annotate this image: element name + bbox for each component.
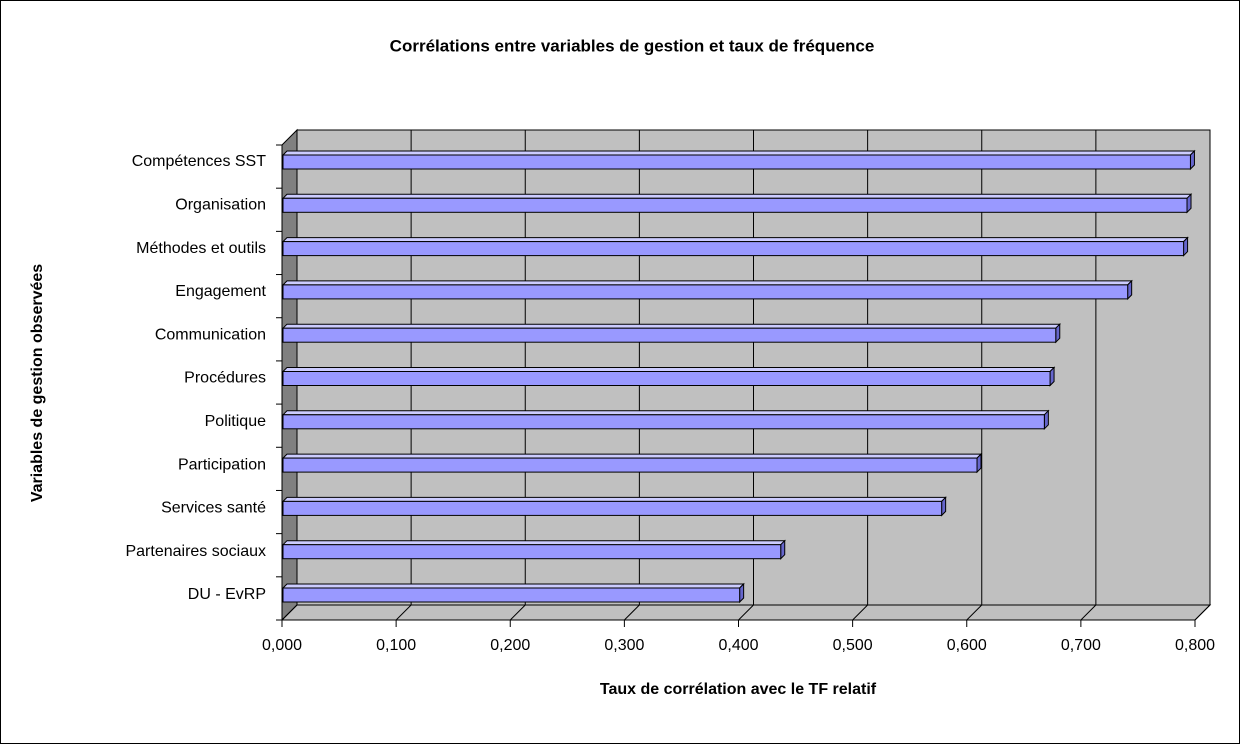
floor-grid-line — [281, 604, 298, 621]
bar-side — [976, 452, 982, 474]
bar-side — [1049, 366, 1055, 387]
bar-front — [282, 371, 1051, 386]
bar-front — [282, 457, 978, 473]
bar-top — [281, 280, 1133, 286]
chart-title: Corrélations entre variables de gestion … — [390, 36, 875, 55]
bar — [281, 279, 1133, 301]
bar — [281, 366, 1056, 387]
bar-top — [281, 583, 745, 589]
x-tick-label: 0,400 — [718, 637, 758, 654]
bar-side — [1043, 409, 1049, 431]
bar-side — [1055, 322, 1061, 344]
x-tick-label: 0,300 — [604, 637, 644, 654]
floor-grid-line — [1194, 604, 1211, 621]
bar-side — [1183, 236, 1189, 257]
y-tick-label: Participation — [178, 456, 266, 473]
bar — [281, 582, 745, 604]
bar-top — [281, 150, 1196, 156]
y-tick-label: Engagement — [175, 283, 266, 300]
x-axis-title: Taux de corrélation avec le TF relatif — [600, 681, 877, 698]
y-tick-label: Services santé — [161, 500, 266, 517]
bar-front — [282, 414, 1045, 430]
floor-grid-line — [624, 604, 640, 621]
bar-top — [281, 496, 947, 502]
bar-top — [281, 367, 1056, 372]
bar — [281, 149, 1196, 171]
bar-front — [282, 587, 741, 603]
bar — [281, 193, 1193, 214]
x-tick-label: 0,700 — [1061, 637, 1101, 654]
y-tick-label: Méthodes et outils — [136, 240, 266, 257]
bar-top — [281, 410, 1050, 416]
x-tick-label: 0,800 — [1175, 637, 1215, 654]
x-tick-label: 0,200 — [490, 637, 530, 654]
bar-side — [1186, 193, 1192, 214]
y-tick-label: DU - EvRP — [188, 586, 266, 603]
bar — [281, 496, 947, 517]
y-axis-title: Variables de gestion observées — [29, 264, 46, 502]
x-tick-label: 0,500 — [833, 637, 873, 654]
x-tick-label: 0,000 — [262, 637, 302, 654]
bar-top — [281, 237, 1189, 243]
y-tick-label: Procédures — [184, 370, 266, 387]
bar-top — [281, 453, 983, 459]
bar-side — [1127, 279, 1133, 301]
bar-side — [1189, 149, 1195, 171]
bar — [281, 409, 1050, 431]
bar-front — [282, 154, 1191, 170]
bar-side — [739, 582, 745, 604]
y-tick-label: Organisation — [175, 197, 266, 214]
bar-side — [780, 539, 786, 560]
bar-front — [282, 241, 1185, 257]
y-tick-label: Communication — [155, 326, 266, 343]
bar — [281, 539, 786, 560]
floor-grid-line — [738, 604, 754, 621]
bar-top — [281, 193, 1193, 199]
floor-grid-line — [1080, 604, 1097, 621]
bar — [281, 236, 1189, 257]
bar-front — [282, 327, 1057, 343]
bar-top — [281, 323, 1061, 329]
y-tick-label: Politique — [205, 413, 266, 430]
bar-front — [282, 284, 1129, 300]
x-tick-label: 0,100 — [376, 637, 416, 654]
floor-grid-line — [509, 604, 526, 621]
x-tick-label: 0,600 — [947, 637, 987, 654]
bar-front — [282, 197, 1188, 213]
floor-grid-line — [966, 604, 983, 621]
floor-grid-line — [852, 604, 868, 621]
floor-grid-line — [395, 604, 412, 621]
bar-top — [281, 540, 786, 546]
plot-area: 0,000 0,100 0,200 0,300 0,400 0,500 0,600 0,700… — [125, 128, 1215, 654]
bar-front — [282, 544, 782, 560]
bar — [281, 322, 1061, 344]
bar — [281, 452, 983, 474]
y-tick-label: Compétences SST — [132, 153, 267, 170]
y-tick-label: Partenaires sociaux — [125, 543, 266, 560]
bar-front — [282, 500, 943, 516]
bar-side — [941, 496, 947, 517]
